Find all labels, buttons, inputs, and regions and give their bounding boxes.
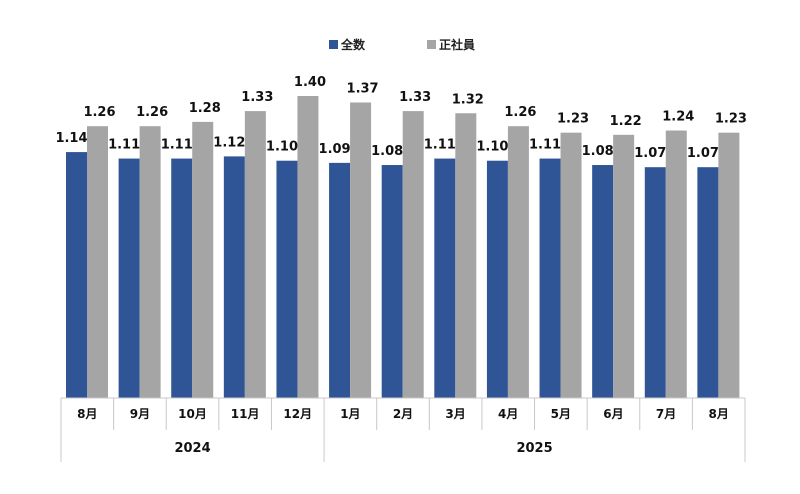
- bar-regular-2: [192, 121, 214, 398]
- category-label-11: 7月: [656, 407, 676, 421]
- data-label-regular-10: 1.22: [610, 114, 642, 129]
- data-label-regular-0: 1.26: [83, 105, 115, 120]
- category-label-0: 8月: [77, 407, 97, 421]
- data-label-total-5: 1.09: [319, 142, 351, 157]
- category-label-9: 5月: [551, 407, 571, 421]
- legend-label-1: 正社員: [439, 37, 475, 52]
- bar-regular-1: [139, 126, 161, 398]
- data-label-total-7: 1.11: [424, 138, 456, 153]
- data-label-total-8: 1.10: [476, 140, 508, 155]
- data-label-regular-8: 1.26: [504, 105, 536, 120]
- bar-regular-6: [402, 111, 424, 398]
- bar-regular-7: [455, 113, 477, 398]
- data-label-total-1: 1.11: [108, 138, 140, 153]
- data-label-total-6: 1.08: [371, 144, 403, 159]
- category-label-12: 8月: [709, 407, 729, 421]
- bar-regular-9: [560, 132, 582, 398]
- legend-label-0: 全数: [340, 37, 366, 52]
- category-label-2: 10月: [178, 407, 207, 421]
- bar-regular-5: [350, 102, 372, 398]
- bar-total-9: [539, 158, 561, 398]
- data-label-regular-3: 1.33: [241, 90, 273, 105]
- bar-total-12: [697, 167, 719, 398]
- category-label-1: 9月: [130, 407, 150, 421]
- data-label-total-9: 1.11: [529, 138, 561, 153]
- bar-total-2: [171, 158, 193, 398]
- data-label-regular-1: 1.26: [136, 105, 168, 120]
- data-label-total-10: 1.08: [582, 144, 614, 159]
- bar-regular-8: [507, 126, 529, 398]
- category-label-10: 6月: [603, 407, 623, 421]
- category-label-5: 1月: [340, 407, 360, 421]
- data-label-regular-12: 1.23: [715, 112, 747, 127]
- bar-total-8: [486, 160, 508, 398]
- bar-total-3: [223, 156, 245, 398]
- data-label-total-3: 1.12: [213, 135, 245, 150]
- year-label-0: 2024: [174, 441, 210, 456]
- legend-swatch-1: [427, 40, 436, 49]
- data-label-regular-6: 1.33: [399, 90, 431, 105]
- bar-regular-12: [718, 132, 740, 398]
- x-axis: 8月 9月 10月 11月 12月 1月 2月 3月 4月 5月 6月 7月 8月 2024 2025: [60, 397, 746, 462]
- category-label-3: 11月: [231, 407, 260, 421]
- bar-regular-10: [613, 134, 635, 399]
- legend-swatch-0: [329, 40, 338, 49]
- data-labels: 1.14 1.26 1.11 1.26 1.11 1.28 1.12 1.33 1.10 1.40…: [55, 75, 746, 161]
- bar-regular-0: [87, 126, 108, 398]
- data-label-regular-11: 1.24: [662, 110, 694, 125]
- bar-regular-11: [665, 130, 687, 398]
- category-label-6: 2月: [393, 407, 413, 421]
- data-label-total-11: 1.07: [634, 146, 666, 161]
- data-label-regular-7: 1.32: [452, 92, 484, 107]
- bar-total-4: [276, 160, 298, 398]
- data-label-regular-4: 1.40: [294, 75, 326, 90]
- data-label-total-2: 1.11: [161, 138, 193, 153]
- data-label-regular-2: 1.28: [189, 101, 221, 116]
- bar-total-6: [381, 165, 403, 398]
- year-label-1: 2025: [516, 441, 552, 456]
- legend: 全数 正社員: [329, 37, 475, 52]
- data-label-total-12: 1.07: [687, 146, 719, 161]
- data-label-total-0: 1.14: [55, 131, 87, 146]
- bar-total-7: [434, 158, 456, 398]
- category-label-4: 12月: [283, 407, 312, 421]
- bar-total-10: [592, 165, 614, 398]
- bar-total-11: [644, 167, 666, 398]
- data-label-regular-5: 1.37: [347, 81, 379, 96]
- data-label-regular-9: 1.23: [557, 112, 589, 127]
- bar-total-1: [118, 158, 140, 398]
- category-label-8: 4月: [498, 407, 518, 421]
- bar-total-5: [329, 162, 351, 398]
- bar-total-0: [66, 152, 87, 398]
- bar-regular-4: [297, 96, 319, 398]
- category-label-7: 3月: [445, 407, 465, 421]
- bars: [66, 96, 740, 399]
- data-label-total-4: 1.10: [266, 140, 298, 155]
- bar-regular-3: [244, 111, 266, 398]
